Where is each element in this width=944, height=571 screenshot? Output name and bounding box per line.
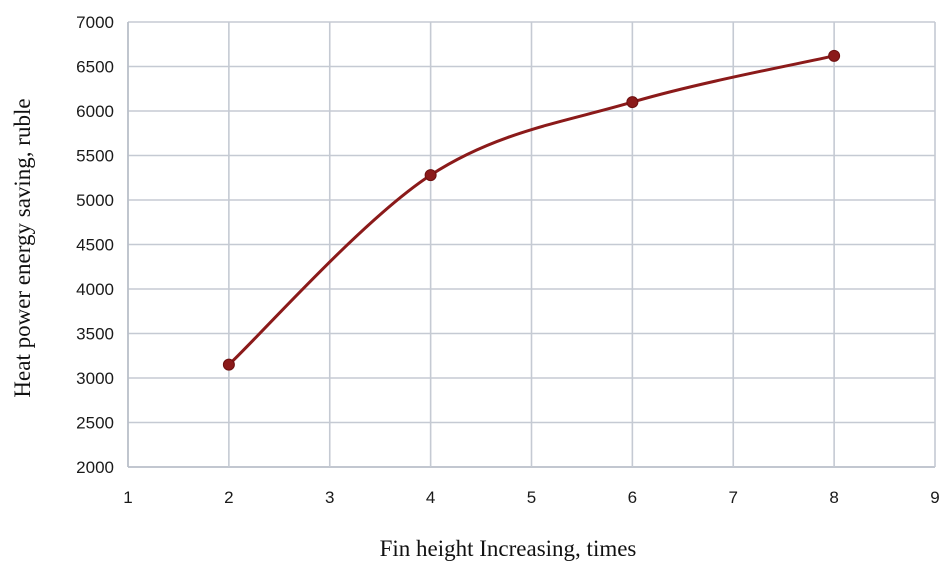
- x-tick-label: 8: [829, 488, 838, 507]
- x-tick-label: 6: [628, 488, 637, 507]
- y-axis-ticks: 2000 2500 3000 3500 4000 4500 5000 5500 6000 6500…: [76, 13, 114, 477]
- x-axis-ticks: 1 2 3 4 5 6 7 8 9: [123, 488, 939, 507]
- x-tick-label: 5: [527, 488, 536, 507]
- y-tick-label: 3000: [76, 369, 114, 388]
- x-tick-label: 1: [123, 488, 132, 507]
- y-tick-label: 6500: [76, 58, 114, 77]
- y-tick-label: 5500: [76, 147, 114, 166]
- y-tick-label: 2000: [76, 458, 114, 477]
- x-tick-label: 4: [426, 488, 435, 507]
- data-point: [424, 169, 437, 182]
- data-point: [222, 358, 235, 371]
- data-point: [626, 96, 639, 109]
- y-axis-title: Heat power energy saving, ruble: [10, 98, 35, 397]
- data-point: [828, 49, 841, 62]
- x-axis-title: Fin height Increasing, times: [380, 536, 637, 561]
- y-tick-label: 4000: [76, 280, 114, 299]
- y-tick-label: 4500: [76, 236, 114, 255]
- x-tick-label: 3: [325, 488, 334, 507]
- grid: [127, 21, 936, 468]
- y-tick-label: 7000: [76, 13, 114, 32]
- series-line: [227, 54, 836, 367]
- x-tick-label: 2: [224, 488, 233, 507]
- y-tick-label: 6000: [76, 102, 114, 121]
- x-tick-label: 9: [930, 488, 939, 507]
- y-tick-label: 5000: [76, 191, 114, 210]
- y-tick-label: 3500: [76, 325, 114, 344]
- series-group: [222, 49, 841, 371]
- x-tick-label: 7: [729, 488, 738, 507]
- y-tick-label: 2500: [76, 414, 114, 433]
